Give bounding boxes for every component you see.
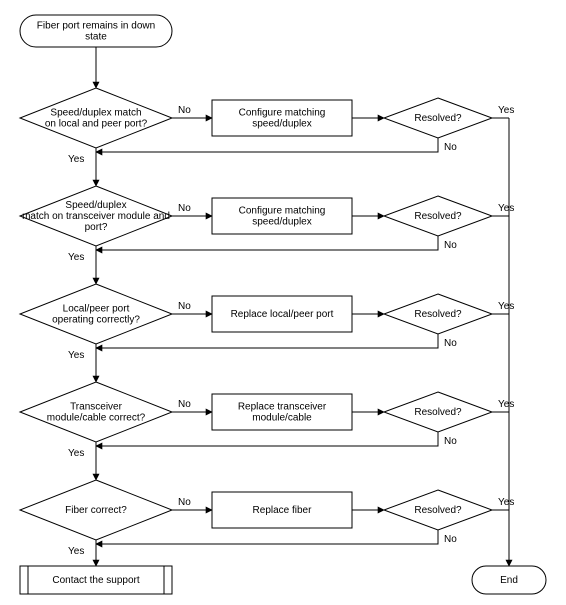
svg-text:Yes: Yes — [498, 301, 514, 312]
svg-text:No: No — [178, 203, 191, 214]
node-r4: Resolved? — [384, 392, 492, 432]
svg-text:No: No — [178, 301, 191, 312]
svg-text:No: No — [444, 142, 457, 153]
node-r3: Resolved? — [384, 294, 492, 334]
svg-text:Resolved?: Resolved? — [414, 211, 462, 222]
node-a2: Configure matchingspeed/duplex — [212, 198, 352, 234]
node-start: Fiber port remains in downstate — [20, 15, 172, 47]
svg-text:Yes: Yes — [498, 497, 514, 508]
svg-text:Yes: Yes — [498, 203, 514, 214]
node-end: End — [472, 566, 546, 594]
flowchart-svg: Fiber port remains in downstate Speed/dup… — [0, 0, 566, 605]
svg-text:Speed/duplex matchon local and: Speed/duplex matchon local and peer port… — [45, 107, 148, 129]
svg-text:No: No — [178, 399, 191, 410]
svg-text:Speed/duplexmatch on transceiv: Speed/duplexmatch on transceiver module … — [22, 200, 170, 233]
svg-text:No: No — [444, 240, 457, 251]
node-a5: Replace fiber — [212, 492, 352, 528]
svg-text:Local/peer portoperating corre: Local/peer portoperating correctly? — [52, 303, 140, 325]
svg-text:Yes: Yes — [68, 350, 84, 361]
svg-text:Resolved?: Resolved? — [414, 407, 462, 418]
svg-text:Yes: Yes — [498, 399, 514, 410]
svg-text:Replace local/peer port: Replace local/peer port — [231, 309, 334, 320]
node-a4: Replace transceivermodule/cable — [212, 394, 352, 430]
node-r1: Resolved? — [384, 98, 492, 138]
node-a1: Configure matchingspeed/duplex — [212, 100, 352, 136]
svg-text:No: No — [444, 534, 457, 545]
svg-text:Contact the support: Contact the support — [52, 575, 139, 586]
svg-text:Replace fiber: Replace fiber — [253, 505, 313, 516]
svg-text:No: No — [178, 105, 191, 116]
svg-text:Yes: Yes — [68, 546, 84, 557]
svg-text:Yes: Yes — [498, 105, 514, 116]
node-d4: Transceivermodule/cable correct? — [20, 382, 172, 442]
svg-text:Resolved?: Resolved? — [414, 505, 462, 516]
node-d3: Local/peer portoperating correctly? — [20, 284, 172, 344]
svg-text:Resolved?: Resolved? — [414, 113, 462, 124]
node-support: Contact the support — [20, 566, 172, 594]
svg-text:Resolved?: Resolved? — [414, 309, 462, 320]
svg-text:Yes: Yes — [68, 448, 84, 459]
node-a3: Replace local/peer port — [212, 296, 352, 332]
node-d2: Speed/duplexmatch on transceiver module … — [20, 186, 172, 246]
node-d5: Fiber correct? — [20, 480, 172, 540]
node-r5: Resolved? — [384, 490, 492, 530]
svg-text:No: No — [444, 436, 457, 447]
svg-text:End: End — [500, 575, 518, 586]
svg-text:Fiber correct?: Fiber correct? — [65, 505, 127, 516]
svg-text:Yes: Yes — [68, 154, 84, 165]
svg-text:No: No — [444, 338, 457, 349]
node-r2: Resolved? — [384, 196, 492, 236]
node-d1: Speed/duplex matchon local and peer port… — [20, 88, 172, 148]
svg-text:No: No — [178, 497, 191, 508]
svg-text:Yes: Yes — [68, 252, 84, 263]
